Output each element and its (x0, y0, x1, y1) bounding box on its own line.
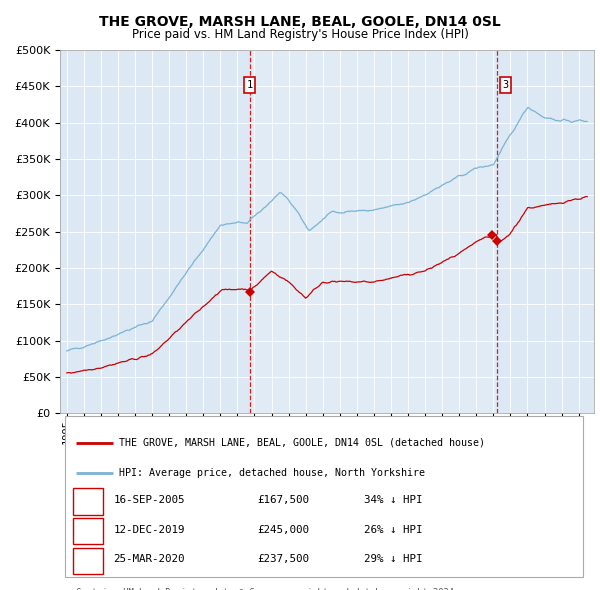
FancyBboxPatch shape (73, 489, 103, 514)
Bar (250, 50, 497, 413)
Text: HPI: Average price, detached house, North Yorkshire: HPI: Average price, detached house, Nort… (119, 468, 425, 477)
Text: 3: 3 (85, 554, 91, 564)
Text: 3: 3 (503, 80, 509, 90)
Text: Contains HM Land Registry data © Crown copyright and database right 2024.: Contains HM Land Registry data © Crown c… (76, 588, 459, 590)
Text: 1: 1 (247, 80, 253, 90)
Text: £245,000: £245,000 (257, 525, 310, 535)
Text: 2: 2 (85, 525, 91, 535)
Text: 16-SEP-2005: 16-SEP-2005 (113, 495, 185, 505)
Text: THE GROVE, MARSH LANE, BEAL, GOOLE, DN14 0SL: THE GROVE, MARSH LANE, BEAL, GOOLE, DN14… (99, 15, 501, 29)
Text: 34% ↓ HPI: 34% ↓ HPI (364, 495, 423, 505)
Text: 12-DEC-2019: 12-DEC-2019 (113, 525, 185, 535)
FancyBboxPatch shape (73, 548, 103, 574)
Text: 25-MAR-2020: 25-MAR-2020 (113, 554, 185, 564)
Text: £167,500: £167,500 (257, 495, 310, 505)
Text: THE GROVE, MARSH LANE, BEAL, GOOLE, DN14 0SL (detached house): THE GROVE, MARSH LANE, BEAL, GOOLE, DN14… (119, 438, 485, 448)
Text: 29% ↓ HPI: 29% ↓ HPI (364, 554, 423, 564)
FancyBboxPatch shape (73, 518, 103, 545)
Text: Price paid vs. HM Land Registry's House Price Index (HPI): Price paid vs. HM Land Registry's House … (131, 28, 469, 41)
Text: 1: 1 (85, 495, 91, 505)
FancyBboxPatch shape (65, 417, 583, 576)
Text: £237,500: £237,500 (257, 554, 310, 564)
Text: 26% ↓ HPI: 26% ↓ HPI (364, 525, 423, 535)
